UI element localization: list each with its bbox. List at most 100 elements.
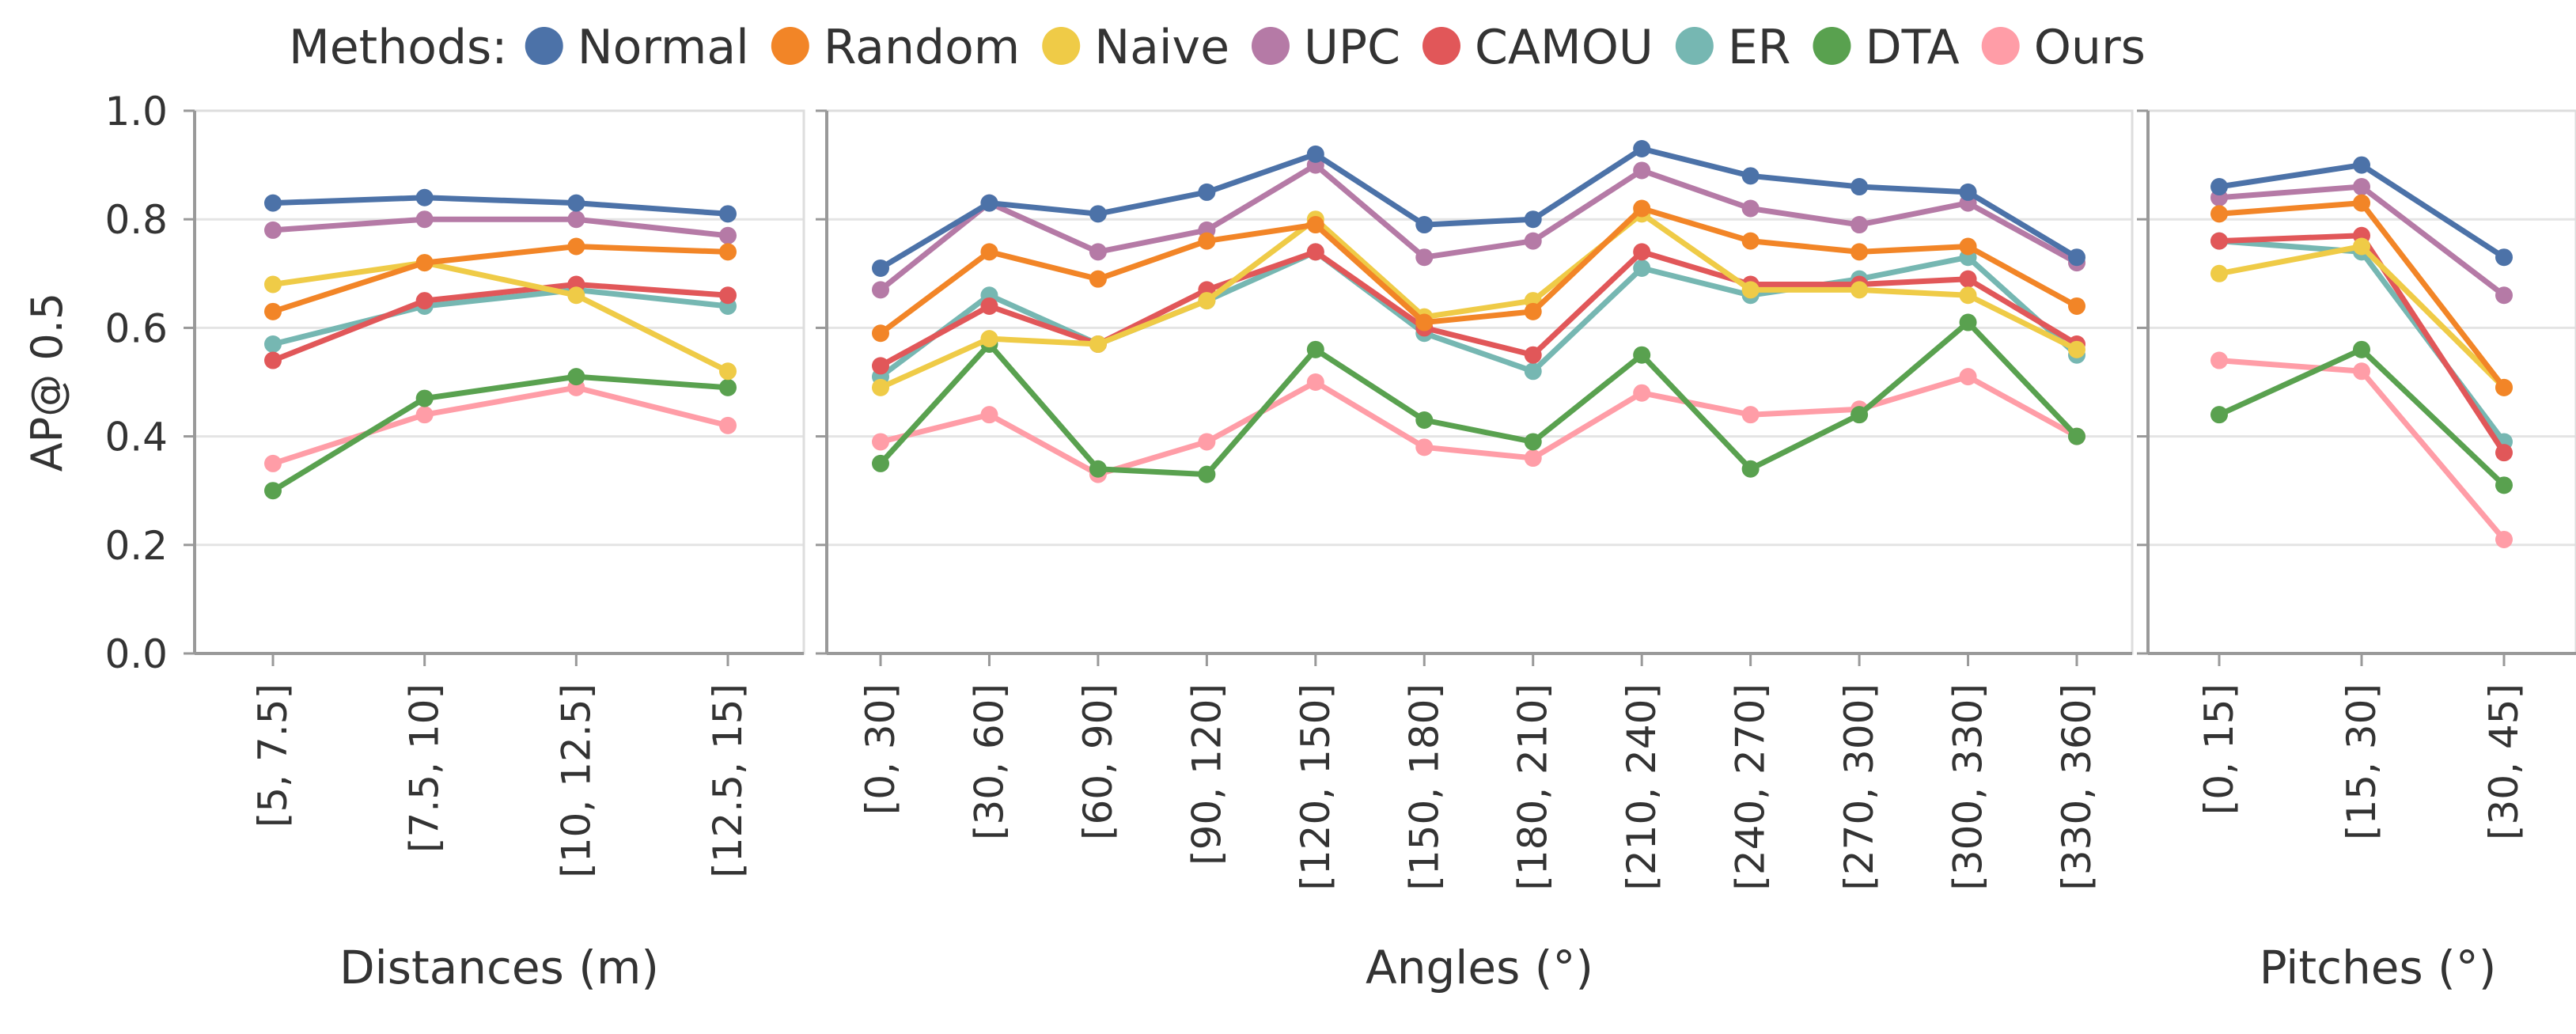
legend-marker-er <box>1675 27 1714 65</box>
data-point-camou <box>719 286 737 305</box>
data-point-camou <box>2210 232 2228 250</box>
x-tick-label: [7.5, 10] <box>402 684 448 853</box>
data-point-dta <box>1633 346 1651 364</box>
data-point-normal <box>1524 210 1542 229</box>
data-point-dta <box>1959 313 1977 331</box>
series-line-normal <box>270 195 731 217</box>
legend-marker-camou <box>1422 27 1460 65</box>
data-point-naive <box>1959 286 1977 305</box>
series-line-ours <box>270 384 731 467</box>
data-point-naive <box>1089 335 1107 353</box>
data-point-ours <box>264 454 282 472</box>
data-point-camou <box>980 297 998 315</box>
x-tick-label: [15, 30] <box>2339 684 2385 840</box>
data-point-ours <box>1959 368 1977 386</box>
data-point-dta <box>1524 433 1542 451</box>
data-point-dta <box>264 482 282 500</box>
data-point-camou <box>264 351 282 369</box>
data-point-random <box>1851 243 1869 261</box>
series-line-dta <box>877 320 2080 478</box>
data-point-naive <box>1198 292 1216 310</box>
data-point-random <box>1306 216 1324 234</box>
x-tick-label: [210, 240] <box>1619 684 1665 891</box>
x-tick-label: [0, 30] <box>858 684 903 815</box>
legend-label-camou: CAMOU <box>1475 20 1654 75</box>
data-point-upc <box>2495 286 2513 305</box>
legend-label-ours: Ours <box>2034 20 2146 75</box>
data-point-upc <box>1524 232 1542 250</box>
data-point-random <box>1633 199 1651 218</box>
data-point-naive <box>872 378 889 396</box>
data-point-upc <box>2353 178 2370 196</box>
data-point-ours <box>1415 438 1434 456</box>
data-point-ours <box>719 416 737 434</box>
data-point-normal <box>2353 156 2370 174</box>
x-tick-label: [150, 180] <box>1401 684 1447 891</box>
y-tick-label: 0.0 <box>104 631 168 677</box>
series-line-random <box>270 244 731 315</box>
data-point-upc <box>872 281 889 299</box>
data-point-normal <box>2495 248 2513 267</box>
legend-marker-normal <box>525 27 563 65</box>
series-line-upc <box>877 162 2080 293</box>
data-point-normal <box>1415 216 1434 234</box>
data-point-normal <box>980 194 998 212</box>
series-line-random <box>877 206 2080 336</box>
x-axis-label: Pitches (°) <box>2260 941 2497 994</box>
legend-label-dta: DTA <box>1865 20 1959 75</box>
data-point-er <box>264 335 282 353</box>
x-axis-label: Distances (m) <box>339 941 659 994</box>
data-point-naive <box>980 330 998 348</box>
x-tick-label: [120, 150] <box>1293 684 1339 891</box>
series-line-naive <box>877 210 2080 391</box>
data-point-random <box>872 324 889 343</box>
data-point-upc <box>567 210 585 229</box>
data-point-dta <box>2353 340 2370 358</box>
data-point-random <box>1741 232 1760 250</box>
data-point-camou <box>1524 346 1542 364</box>
data-point-random <box>1415 313 1434 331</box>
data-point-normal <box>1198 183 1216 201</box>
y-tick-label: 0.4 <box>104 415 168 460</box>
grid <box>195 109 2576 547</box>
data-point-upc <box>1089 243 1107 261</box>
data-point-normal <box>1959 183 1977 201</box>
data-point-upc <box>1851 216 1869 234</box>
y-tick-label: 0.2 <box>104 523 168 569</box>
panel-frame <box>193 109 805 655</box>
data-point-camou <box>415 292 434 310</box>
data-point-normal <box>1306 145 1324 163</box>
y-tick-label: 0.6 <box>104 305 168 351</box>
data-point-naive <box>1851 281 1869 299</box>
data-point-random <box>1089 270 1107 288</box>
data-point-dta <box>1851 406 1869 424</box>
data-point-random <box>415 254 434 272</box>
legend: Methods: Normal Random Naive UPC CAMOU ER DTA Ou… <box>289 20 2146 75</box>
legend-marker-random <box>771 27 809 65</box>
x-tick-label: [30, 45] <box>2481 684 2527 840</box>
data-point-ours <box>980 406 998 424</box>
legend-label-er: ER <box>1728 20 1791 75</box>
data-point-dta <box>1741 460 1760 478</box>
data-point-normal <box>264 194 282 212</box>
data-point-random <box>719 243 737 261</box>
series-line-ours <box>877 373 2080 478</box>
data-point-dta <box>1198 465 1216 483</box>
data-point-dta <box>1089 460 1107 478</box>
series-line-camou <box>877 248 2080 369</box>
data-point-ours <box>872 433 889 451</box>
data-point-dta <box>2495 476 2513 494</box>
x-tick-label: [30, 60] <box>966 684 1012 840</box>
data-point-naive <box>2353 237 2370 256</box>
data-point-upc <box>1415 248 1434 267</box>
data-point-random <box>980 243 998 261</box>
x-tick-label: [5, 7.5] <box>250 684 296 828</box>
legend-title: Methods: <box>289 20 508 75</box>
series-line-naive <box>270 259 731 374</box>
data-point-dta <box>872 454 889 472</box>
data-point-dta <box>415 389 434 407</box>
series-line-normal <box>877 146 2080 271</box>
axes <box>184 109 2576 666</box>
data-point-er <box>1524 362 1542 381</box>
series-line-upc <box>270 216 731 239</box>
